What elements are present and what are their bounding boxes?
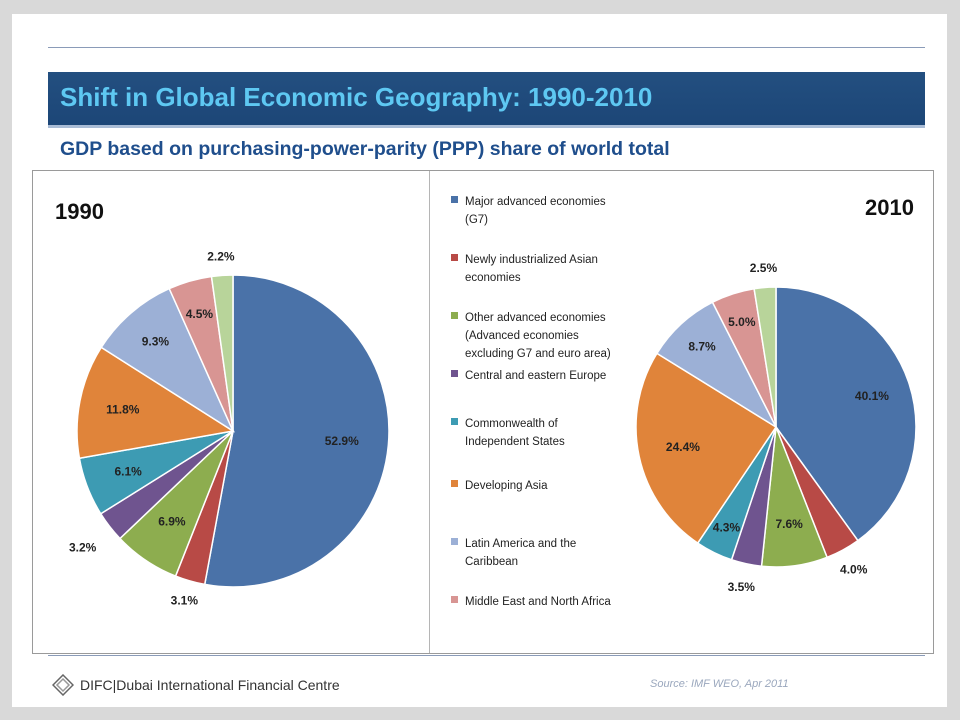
pie-2010-title: 2010	[865, 195, 914, 220]
pie-2010-slice-5	[635, 352, 778, 545]
pie-2010-label-4: 4.3%	[713, 520, 741, 534]
legend-label-1-0: Newly industrialized Asian	[465, 254, 598, 266]
legend-label-2-1: (Advanced economies	[465, 330, 579, 342]
legend-swatch-7	[451, 596, 458, 603]
legend-label-2-2: excluding G7 and euro area)	[465, 348, 611, 360]
legend-label-6-0: Latin America and the	[465, 538, 576, 550]
chart-divider	[429, 171, 430, 653]
pie-1990-slice-6	[100, 287, 235, 433]
pie-charts: 52.9% 3.1% 6.9% 3.2% 6.1% 11.8% 9.3% 4.5% 2.2% 19…	[55, 195, 917, 608]
legend-label-7-0: Middle East and North Africa	[465, 596, 611, 608]
pie-2010-label-6: 8.7%	[688, 340, 716, 354]
pie-1990-label-2: 6.9%	[158, 515, 186, 529]
pie-1990-label-3: 3.2%	[69, 541, 97, 555]
source-note: Source: IMF WEO, Apr 2011	[650, 678, 789, 690]
legend-swatch-6	[451, 538, 458, 545]
difc-logo-icon	[52, 674, 74, 696]
chart-frame: 52.9% 3.1% 6.9% 3.2% 6.1% 11.8% 9.3% 4.5% 2.2% 19…	[32, 170, 934, 654]
page-title: Shift in Global Economic Geography: 1990…	[60, 82, 653, 112]
pie-1990-slice-8	[210, 274, 234, 432]
legend-label-0-0: Major advanced economies	[465, 196, 606, 208]
pie-2010-slice-8	[753, 286, 777, 428]
pie-2010-label-5: 24.4%	[666, 440, 700, 454]
legend-swatch-5	[451, 480, 458, 487]
legend-label-6-1: Caribbean	[465, 556, 518, 568]
legend-swatch-3	[451, 370, 458, 377]
pie-2010-label-8: 2.5%	[750, 261, 778, 275]
pie-1990-slice-0	[203, 274, 390, 588]
bottom-divider	[48, 655, 925, 656]
legend-swatch-1	[451, 254, 458, 261]
pie-2010-label-3: 3.5%	[728, 580, 756, 594]
legend-label-4-1: Independent States	[465, 436, 565, 448]
pie-2010-label-7: 5.0%	[728, 315, 756, 329]
pie-2010-label-2: 7.6%	[776, 517, 804, 531]
slide: Shift in Global Economic Geography: 1990…	[12, 14, 947, 707]
legend-swatch-2	[451, 312, 458, 319]
top-divider	[48, 47, 925, 48]
legend-label-5-0: Developing Asia	[465, 480, 548, 492]
pie-1990-label-7: 4.5%	[186, 307, 214, 321]
logo-text: DIFC|Dubai International Financial Centr…	[80, 677, 340, 693]
legend-label-2-0: Other advanced economies	[465, 312, 606, 324]
pie-1990-label-5: 11.8%	[106, 402, 140, 416]
legend-swatch-4	[451, 418, 458, 425]
pie-2010-label-1: 4.0%	[840, 563, 868, 577]
pie-1990-label-4: 6.1%	[115, 464, 143, 478]
pie-1990-label-6: 9.3%	[142, 334, 170, 348]
legend-label-3-0: Central and eastern Europe	[465, 370, 606, 382]
legend-swatch-0	[451, 196, 458, 203]
pie-1990-title: 1990	[55, 199, 104, 224]
pie-1990-label-0: 52.9%	[325, 434, 359, 448]
pie-2010-label-0: 40.1%	[855, 389, 889, 403]
page-subtitle: GDP based on purchasing-power-parity (PP…	[60, 138, 670, 160]
pie-1990-label-1: 3.1%	[171, 593, 199, 607]
pie-1990-label-8: 2.2%	[207, 250, 235, 264]
legend-label-0-1: (G7)	[465, 214, 488, 226]
pie-1990-slice-5	[76, 346, 236, 460]
difc-logo: DIFC|Dubai International Financial Centr…	[52, 674, 340, 696]
title-bar: Shift in Global Economic Geography: 1990…	[48, 72, 925, 128]
legend-label-1-1: economies	[465, 272, 521, 284]
pie-2010-slice-0	[775, 286, 917, 542]
legend-label-4-0: Commonwealth of	[465, 418, 558, 430]
